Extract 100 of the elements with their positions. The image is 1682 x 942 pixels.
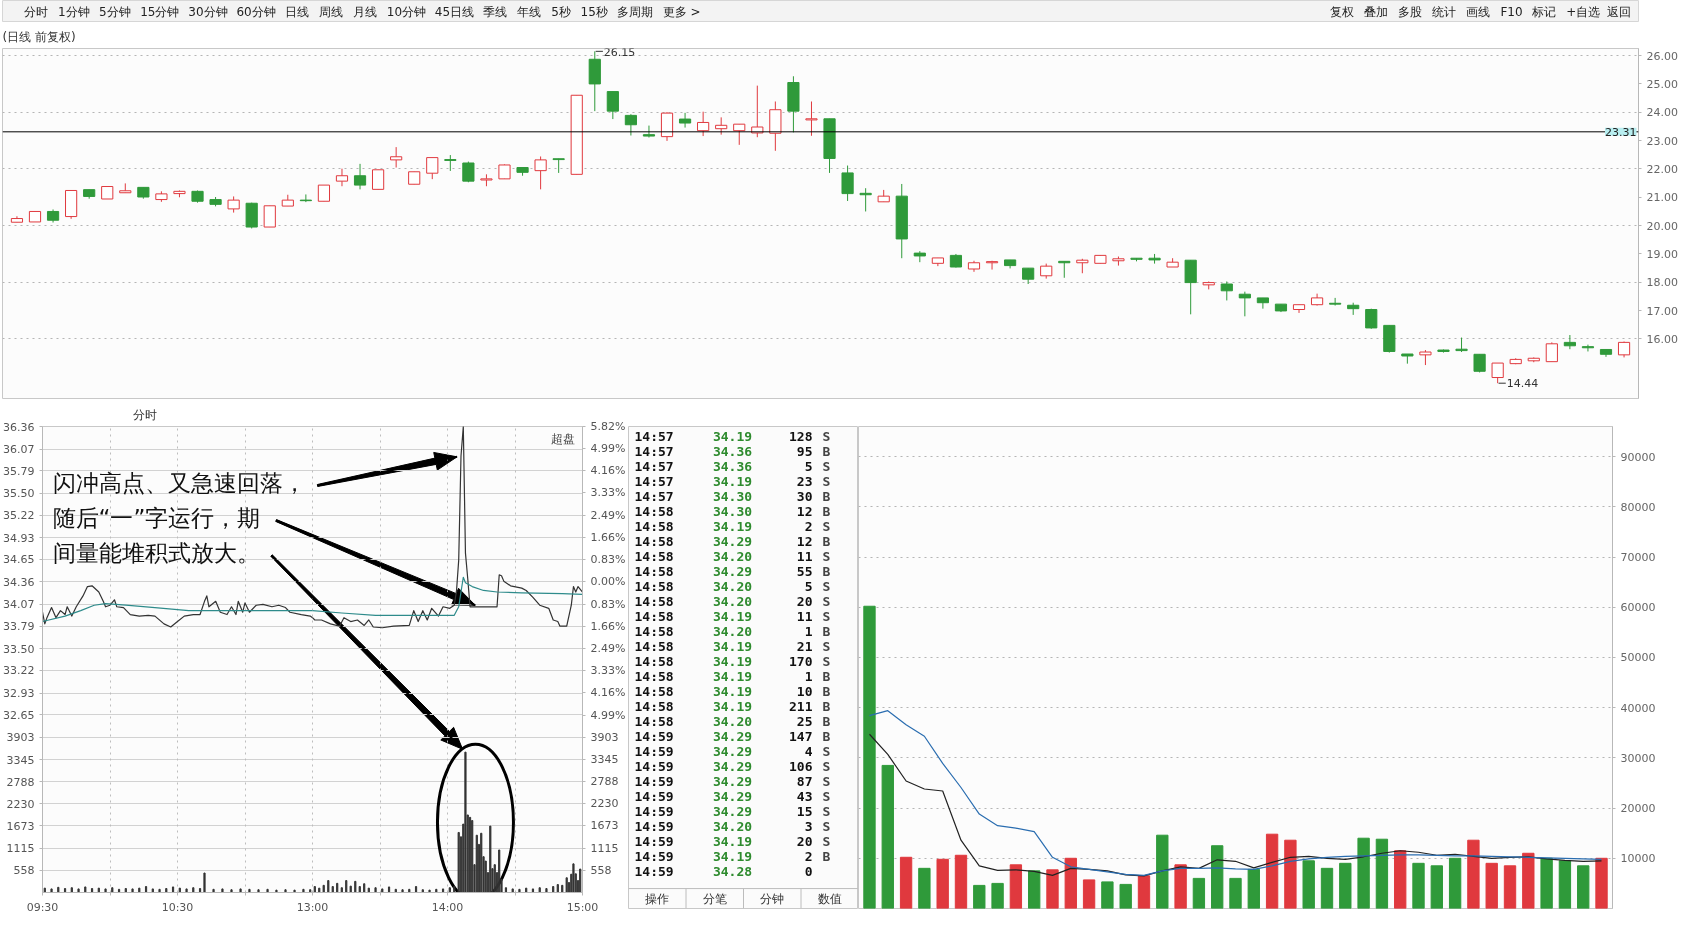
- text: 12: [796, 533, 813, 549]
- text: F10: [1500, 4, 1523, 19]
- text: 更多 >: [662, 4, 701, 19]
- text: 14:59: [634, 728, 674, 744]
- text: 43: [796, 788, 813, 804]
- text: S: [822, 788, 831, 804]
- text: 34.29: [712, 788, 753, 804]
- x-tick-label: 10:30: [161, 900, 194, 914]
- text: S: [822, 803, 831, 819]
- y2-tick-label: 0.83%: [590, 597, 626, 611]
- text: 14:57: [634, 428, 674, 444]
- text: 21: [796, 638, 813, 654]
- y-tick-label: 33.79: [3, 620, 35, 634]
- y-tick-label: 19.00: [1646, 247, 1678, 261]
- y-tick-label: 70000: [1620, 551, 1656, 565]
- text: 23: [796, 473, 813, 489]
- text: 30: [796, 488, 813, 504]
- y-tick-label: 20000: [1620, 802, 1656, 816]
- text: 14:58: [634, 503, 674, 519]
- text: 14:59: [634, 743, 674, 759]
- ref-line-label: 23.31: [1605, 125, 1637, 139]
- text: 14:59: [634, 863, 674, 879]
- text: S: [822, 593, 831, 609]
- y-tick-label: 30000: [1620, 751, 1656, 765]
- text: 日线: [284, 4, 309, 19]
- text: 34.19: [712, 608, 753, 624]
- text: 10分钟: [386, 4, 427, 19]
- y-tick-label: 90000: [1620, 450, 1656, 464]
- text: 分时: [23, 4, 48, 19]
- y-tick-label: 32.65: [3, 708, 35, 722]
- annotation: 随后“一”字运行，期: [52, 504, 261, 531]
- y-tick-label: 558: [13, 864, 35, 878]
- text: S: [822, 638, 831, 654]
- text: B: [822, 848, 831, 864]
- text: 34.19: [712, 473, 753, 489]
- text: 月线: [352, 4, 377, 19]
- y2-tick-label: 3345: [590, 753, 619, 767]
- text: S: [822, 578, 831, 594]
- text: 0: [804, 863, 813, 879]
- text: B: [822, 533, 831, 549]
- text: 55: [796, 563, 813, 579]
- text: 3: [804, 818, 813, 834]
- y2-tick-label: 2.49%: [590, 641, 626, 655]
- y2-tick-label: 3.33%: [590, 486, 626, 500]
- y-tick-label: 40000: [1620, 701, 1656, 715]
- text: 14:58: [634, 713, 674, 729]
- text: 34.29: [712, 803, 753, 819]
- text: S: [822, 428, 831, 444]
- text: 分钟: [760, 891, 785, 906]
- y-tick-label: 25.00: [1646, 77, 1678, 91]
- text: S: [822, 458, 831, 474]
- text: 128: [789, 428, 813, 444]
- y-tick-label: 34.36: [3, 575, 35, 589]
- text: 34.29: [712, 728, 753, 744]
- text: 15分钟: [140, 4, 180, 19]
- y-tick-label: 50000: [1620, 651, 1656, 665]
- text: 170: [789, 653, 813, 669]
- text: 34.19: [712, 833, 753, 849]
- text: 34.20: [712, 623, 753, 639]
- x-tick-label: 15:00: [566, 900, 599, 914]
- y-tick-label: 18.00: [1646, 276, 1678, 290]
- y2-tick-label: 4.99%: [590, 708, 626, 722]
- y2-tick-label: 4.99%: [590, 442, 626, 456]
- y-tick-label: 34.93: [3, 531, 35, 545]
- text: 34.20: [712, 548, 753, 564]
- chart-title: 分时: [132, 407, 157, 422]
- y2-tick-label: 1.66%: [590, 531, 626, 545]
- text: 14:58: [634, 653, 674, 669]
- text: B: [822, 668, 831, 684]
- text: 14:58: [634, 578, 674, 594]
- y2-tick-label: 2230: [590, 797, 619, 811]
- text: S: [822, 608, 831, 624]
- text: 14:58: [634, 698, 674, 714]
- y2-tick-label: 4.16%: [590, 464, 626, 478]
- y-tick-label: 32.93: [3, 687, 35, 701]
- text: 14:58: [634, 623, 674, 639]
- text: 5: [804, 458, 813, 474]
- text: 画线: [1466, 4, 1491, 19]
- text: 34.30: [712, 503, 753, 519]
- chart-title: (日线 前复权): [2, 29, 76, 44]
- y-tick-label: 35.22: [3, 509, 35, 523]
- text: 数值: [817, 891, 842, 906]
- text: 34.20: [712, 593, 753, 609]
- y2-tick-label: 558: [590, 863, 612, 877]
- text: 11: [796, 608, 813, 624]
- text: 14:59: [634, 803, 674, 819]
- text: B: [822, 713, 831, 729]
- text: 45日线: [434, 4, 475, 19]
- text: 34.29: [712, 773, 753, 789]
- text: B: [822, 623, 831, 639]
- y-tick-label: 3903: [6, 731, 35, 745]
- text: 复权: [1330, 4, 1354, 19]
- text: 季线: [482, 4, 507, 19]
- text: 14:59: [634, 773, 674, 789]
- text: 2: [804, 518, 813, 534]
- text: 34.29: [712, 743, 753, 759]
- text: 14:58: [634, 548, 674, 564]
- text: 年线: [517, 4, 542, 19]
- text: 34.29: [712, 533, 753, 549]
- text: 叠加: [1364, 4, 1389, 19]
